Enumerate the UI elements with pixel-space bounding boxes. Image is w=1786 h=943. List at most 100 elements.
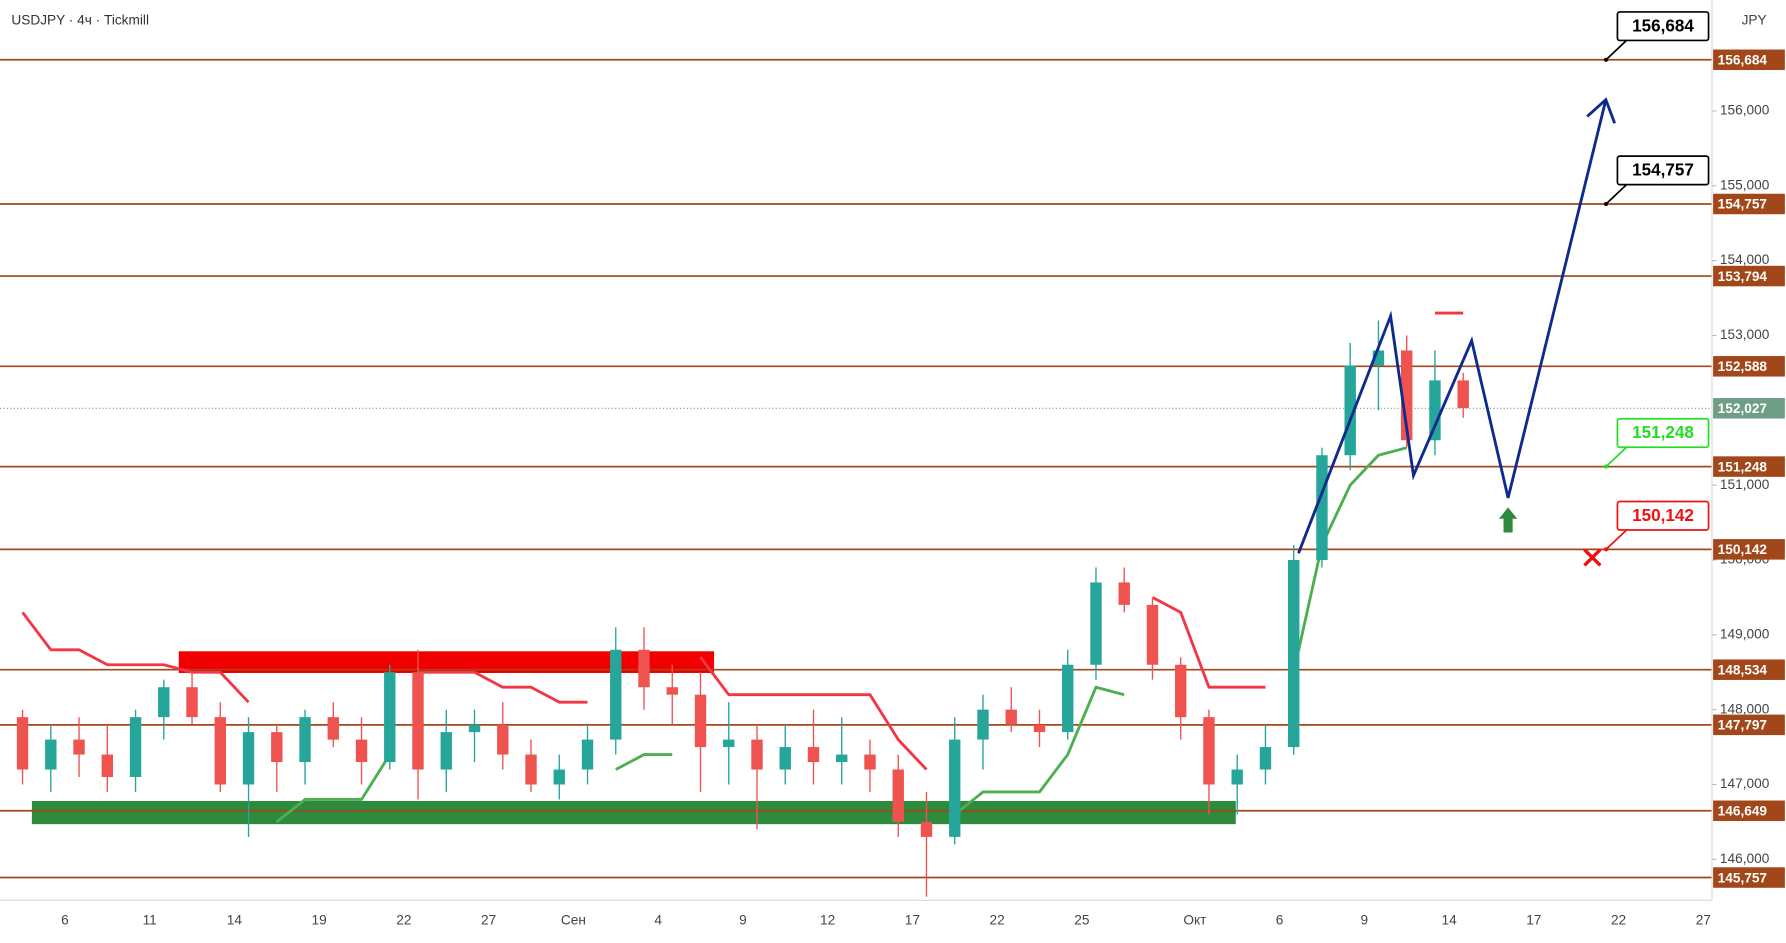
y-tick-label: 153,000 [1720, 327, 1770, 342]
trend-stop-line [615, 753, 673, 771]
candle-body [949, 739, 961, 837]
x-tick-label: 27 [481, 912, 496, 927]
candle-body [779, 747, 791, 770]
level-price-label: 146,649 [1718, 804, 1768, 819]
callout-pointer [1605, 529, 1628, 550]
trend-stop-line [699, 656, 928, 771]
callout-box [1616, 155, 1710, 186]
symbol-title: USDJPY · 4ч · Tickmill [11, 13, 149, 28]
trend-stop-line [275, 753, 391, 824]
callout-pointer [1605, 39, 1628, 61]
candle-body [977, 709, 989, 740]
callout-box [1616, 417, 1710, 449]
candle-body [694, 694, 707, 748]
level-price-box [1713, 356, 1785, 377]
trend-stop-line [1292, 446, 1408, 673]
axes: 146,000147,000148,000149,000150,000151,0… [61, 103, 1770, 928]
trend-stop-line [1151, 596, 1266, 689]
candle-body [186, 687, 198, 718]
candle-body [723, 739, 735, 748]
candle-body [1062, 664, 1074, 733]
y-tick-label: 151,000 [1720, 477, 1770, 492]
candle-body [468, 724, 481, 733]
x-tick-label: 4 [654, 912, 662, 927]
x-tick-label: 6 [1276, 912, 1284, 927]
candle-body [384, 672, 396, 763]
candle-body [214, 717, 226, 785]
candle-body [1090, 582, 1102, 665]
level-price-box [1713, 456, 1785, 477]
candle-body [158, 687, 170, 718]
level-price-label: 147,797 [1718, 718, 1767, 733]
level-price-box [1713, 659, 1785, 680]
callout-anchor [1603, 464, 1609, 469]
candle-body [1372, 350, 1385, 366]
candle-body [920, 821, 933, 837]
y-tick-label: 148,000 [1720, 701, 1770, 716]
candle-body [1005, 709, 1017, 725]
x-tick-label: 12 [820, 912, 835, 927]
candle-body [73, 739, 85, 755]
currency-label: JPY [1742, 13, 1767, 28]
trend-stop-line [418, 670, 588, 704]
candle-body [1344, 365, 1356, 456]
candle-body [271, 732, 283, 763]
last-price-label: 152,027 [1718, 401, 1767, 416]
y-tick-label: 149,000 [1720, 626, 1770, 641]
stop-cross-icon [1583, 548, 1602, 567]
x-tick-label: Сен [561, 912, 586, 927]
callout-anchor [1603, 201, 1609, 207]
x-tick-label: 17 [1526, 912, 1541, 927]
candle-body [807, 747, 820, 763]
callout-box [1616, 500, 1710, 531]
candle-body [45, 739, 57, 770]
level-price-label: 153,794 [1718, 269, 1768, 284]
candle-body [1033, 724, 1046, 733]
level-price-box [1713, 265, 1785, 287]
level-price-label: 150,142 [1718, 542, 1768, 557]
x-tick-label: 27 [1696, 912, 1711, 927]
projection-path [1297, 99, 1608, 554]
candle-body [497, 724, 509, 755]
x-tick-label: 17 [905, 912, 920, 927]
level-price-label: 156,684 [1718, 53, 1768, 68]
candle-body [1146, 604, 1159, 665]
price-zone [178, 651, 715, 673]
y-tick-label: 156,000 [1720, 103, 1770, 118]
x-tick-label: 22 [990, 912, 1005, 927]
callout-label: 154,757 [1632, 160, 1694, 179]
callout-box [1616, 11, 1710, 42]
candle-body [327, 717, 339, 740]
candle-body [299, 717, 311, 763]
x-tick-label: 19 [312, 912, 327, 927]
plot-area [0, 58, 1712, 897]
level-price-label: 151,248 [1718, 459, 1768, 474]
candle-body [836, 754, 848, 763]
x-tick-label: 22 [1611, 912, 1626, 927]
level-price-box [1713, 193, 1785, 215]
candle-body [355, 739, 368, 763]
x-tick-label: 14 [1441, 912, 1457, 927]
buy-arrow-icon [1498, 507, 1518, 533]
x-tick-label: 14 [227, 912, 243, 927]
level-price-box [1713, 867, 1785, 888]
x-tick-label: Окт [1183, 912, 1207, 927]
x-tick-label: 6 [61, 912, 69, 927]
candle-body [751, 739, 763, 770]
candle-body [1231, 769, 1243, 785]
level-price-label: 148,534 [1718, 662, 1768, 677]
x-tick-label: 25 [1074, 912, 1090, 927]
candle-body [1203, 717, 1215, 785]
trend-stop-line [953, 685, 1125, 816]
level-price-box [1713, 49, 1785, 71]
y-tick-label: 155,000 [1720, 177, 1770, 192]
candle-body [1316, 455, 1328, 560]
candle-body [553, 769, 565, 785]
level-price-label: 154,757 [1718, 197, 1767, 212]
callout-anchor [1603, 57, 1609, 62]
callout-label: 150,142 [1632, 506, 1694, 525]
y-tick-label: 154,000 [1720, 252, 1770, 267]
trend-stop-line [21, 611, 250, 704]
candle-body [16, 717, 29, 770]
